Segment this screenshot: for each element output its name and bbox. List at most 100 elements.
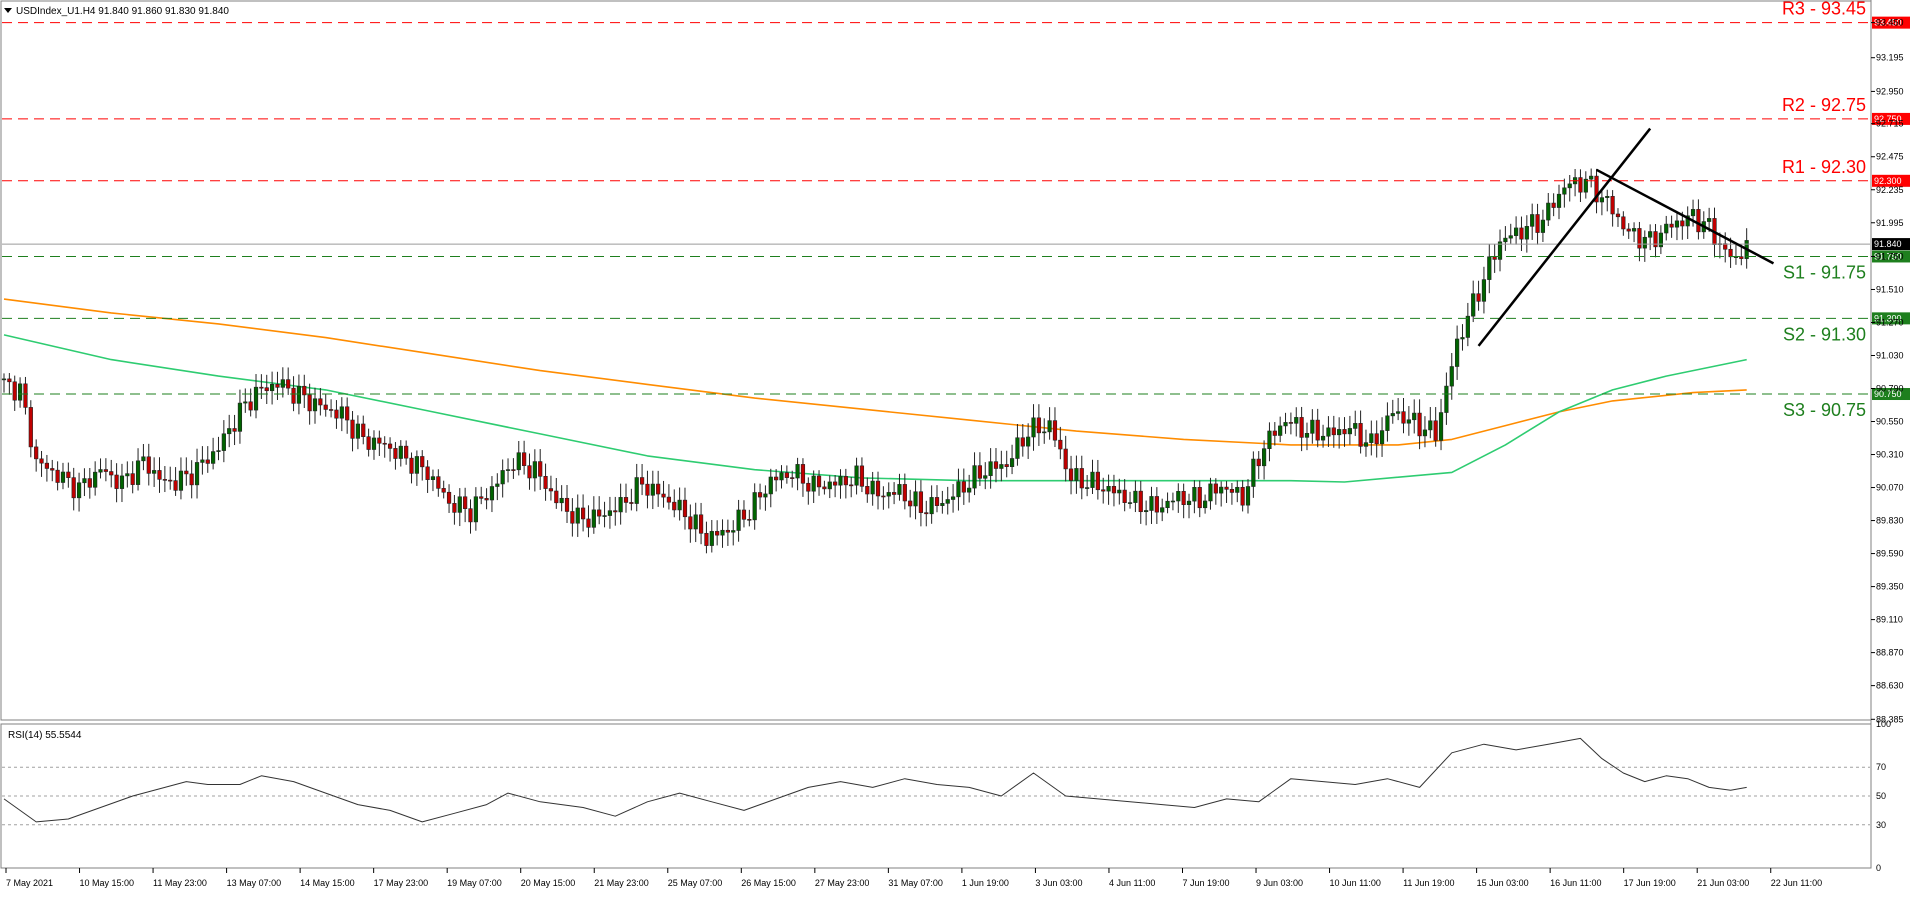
time-axis-label: 27 May 23:00 <box>815 878 870 888</box>
candle-body <box>715 531 720 536</box>
candle-body <box>1631 228 1637 232</box>
candle-body <box>489 486 495 501</box>
candle-body <box>60 471 66 483</box>
price-axis-label: 91.995 <box>1876 218 1904 228</box>
candle-body <box>1471 293 1476 317</box>
time-axis-label: 10 Jun 11:00 <box>1330 878 1381 888</box>
candle-body <box>795 464 800 479</box>
candle-body <box>345 406 350 421</box>
level-price-tag <box>1872 174 1910 187</box>
candle-body <box>1192 487 1197 502</box>
candle-body <box>833 481 838 486</box>
candle-body <box>500 470 505 485</box>
candle-body <box>1326 427 1331 437</box>
candle-body <box>747 519 752 521</box>
candle-body <box>1396 411 1401 414</box>
candle-body <box>1203 500 1208 509</box>
candle-body <box>1540 219 1546 233</box>
candle-body <box>688 516 693 530</box>
candle-body <box>918 491 924 513</box>
collapse-triangle-icon[interactable] <box>4 8 12 13</box>
candle-body <box>1347 428 1352 435</box>
rsi-axis-label: 50 <box>1876 791 1886 801</box>
candle-body <box>168 479 173 482</box>
price-axis-label: 88.385 <box>1876 714 1904 724</box>
candle-body <box>1127 502 1133 504</box>
candle-body <box>237 402 243 432</box>
candle-body <box>1004 464 1009 467</box>
candle-body <box>463 496 468 509</box>
rsi-axis-label: 70 <box>1876 762 1886 772</box>
candle-body <box>211 451 216 464</box>
candle-body <box>414 456 419 474</box>
candle-body <box>1165 500 1170 509</box>
time-axis-label: 20 May 15:00 <box>521 878 576 888</box>
price-axis-label: 90.310 <box>1876 450 1904 460</box>
candle-body <box>66 471 71 478</box>
candle-body <box>1626 228 1631 232</box>
candle-body <box>1026 436 1031 447</box>
candle-body <box>125 473 130 477</box>
candle-body <box>1578 177 1583 193</box>
candle-body <box>468 508 473 523</box>
level-label: R3 - 93.45 <box>1782 0 1866 19</box>
candle-body <box>950 496 956 500</box>
candle-body <box>1095 471 1100 491</box>
candle-body <box>387 443 393 449</box>
candle-body <box>1154 496 1159 513</box>
candle-body <box>162 479 167 481</box>
candle-body <box>1283 422 1288 427</box>
price-axis-label: 93.195 <box>1876 53 1904 63</box>
candle-body <box>114 474 119 489</box>
candle-body <box>1438 412 1444 441</box>
candle-body <box>194 462 200 486</box>
candle-body <box>505 469 511 471</box>
candle-body <box>602 515 607 517</box>
candle-body <box>1455 338 1460 367</box>
candle-body <box>1245 486 1251 506</box>
current-price-tag <box>1872 238 1910 251</box>
candle-body <box>1251 458 1256 487</box>
candle-body <box>682 499 688 518</box>
candle-body <box>1310 419 1315 434</box>
candle-body <box>39 458 44 464</box>
candles-layer <box>1 168 1749 554</box>
candle-body <box>967 487 972 493</box>
price-axis-label: 89.590 <box>1876 549 1904 559</box>
candle-body <box>511 469 516 471</box>
time-axis-label: 17 May 23:00 <box>374 878 429 888</box>
candle-body <box>827 481 832 490</box>
candle-body <box>1637 228 1642 249</box>
candle-body <box>243 401 248 404</box>
candle-body <box>436 476 441 489</box>
candle-body <box>1728 248 1733 258</box>
candle-body <box>1465 315 1470 338</box>
price-axis-label: 91.750 <box>1876 251 1904 261</box>
candle-body <box>1369 433 1374 443</box>
candle-body <box>334 409 339 419</box>
candle-body <box>420 456 425 468</box>
candle-body <box>1444 385 1449 413</box>
candle-body <box>1503 237 1508 243</box>
candle-body <box>484 498 489 501</box>
candle-body <box>757 492 763 498</box>
candle-body <box>1197 487 1202 509</box>
candle-body <box>870 480 875 495</box>
candle-body <box>103 469 108 472</box>
candle-body <box>1739 256 1744 259</box>
candle-body <box>1562 187 1567 195</box>
candle-body <box>570 511 575 524</box>
candle-body <box>280 379 285 388</box>
candle-body <box>564 497 570 512</box>
candle-body <box>1648 231 1653 238</box>
level-label: R1 - 92.30 <box>1782 157 1866 177</box>
price-axis-label: 88.630 <box>1876 681 1904 691</box>
candle-body <box>355 423 360 439</box>
candle-body <box>639 477 645 485</box>
candle-body <box>1219 486 1224 494</box>
candle-body <box>924 512 929 515</box>
candle-body <box>1412 412 1417 421</box>
candle-body <box>1417 412 1422 437</box>
